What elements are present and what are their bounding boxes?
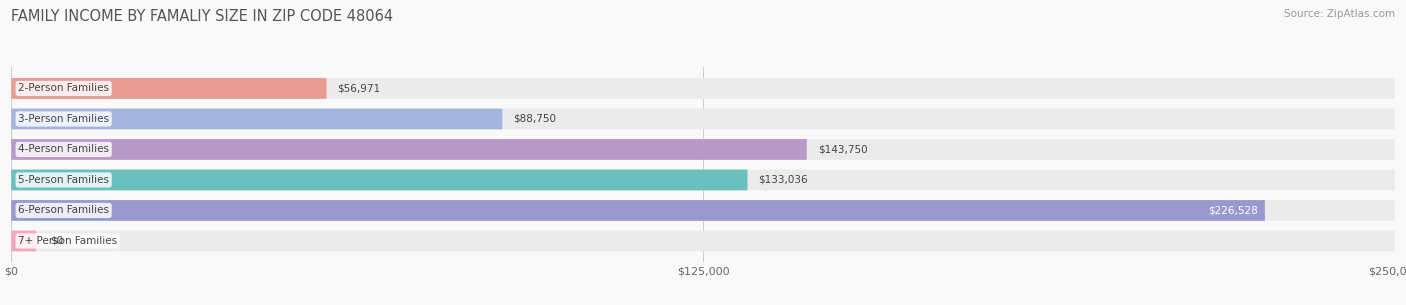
Text: 7+ Person Families: 7+ Person Families — [18, 236, 117, 246]
FancyBboxPatch shape — [11, 231, 1395, 251]
FancyBboxPatch shape — [11, 200, 1265, 221]
FancyBboxPatch shape — [11, 109, 1395, 129]
Text: 6-Person Families: 6-Person Families — [18, 206, 110, 215]
Text: $143,750: $143,750 — [818, 145, 868, 154]
Text: 4-Person Families: 4-Person Families — [18, 145, 110, 154]
Text: 3-Person Families: 3-Person Families — [18, 114, 110, 124]
FancyBboxPatch shape — [11, 109, 502, 129]
FancyBboxPatch shape — [11, 170, 1395, 190]
Text: FAMILY INCOME BY FAMALIY SIZE IN ZIP CODE 48064: FAMILY INCOME BY FAMALIY SIZE IN ZIP COD… — [11, 9, 394, 24]
Text: 2-Person Families: 2-Person Families — [18, 84, 110, 93]
FancyBboxPatch shape — [11, 170, 748, 190]
FancyBboxPatch shape — [11, 78, 1395, 99]
Text: $226,528: $226,528 — [1208, 206, 1258, 215]
Text: Source: ZipAtlas.com: Source: ZipAtlas.com — [1284, 9, 1395, 19]
FancyBboxPatch shape — [11, 231, 37, 251]
FancyBboxPatch shape — [11, 139, 1395, 160]
FancyBboxPatch shape — [11, 200, 1395, 221]
Text: $56,971: $56,971 — [337, 84, 381, 93]
Text: $133,036: $133,036 — [759, 175, 808, 185]
Text: $0: $0 — [51, 236, 63, 246]
FancyBboxPatch shape — [11, 78, 326, 99]
Text: $88,750: $88,750 — [513, 114, 557, 124]
FancyBboxPatch shape — [11, 139, 807, 160]
Text: 5-Person Families: 5-Person Families — [18, 175, 110, 185]
